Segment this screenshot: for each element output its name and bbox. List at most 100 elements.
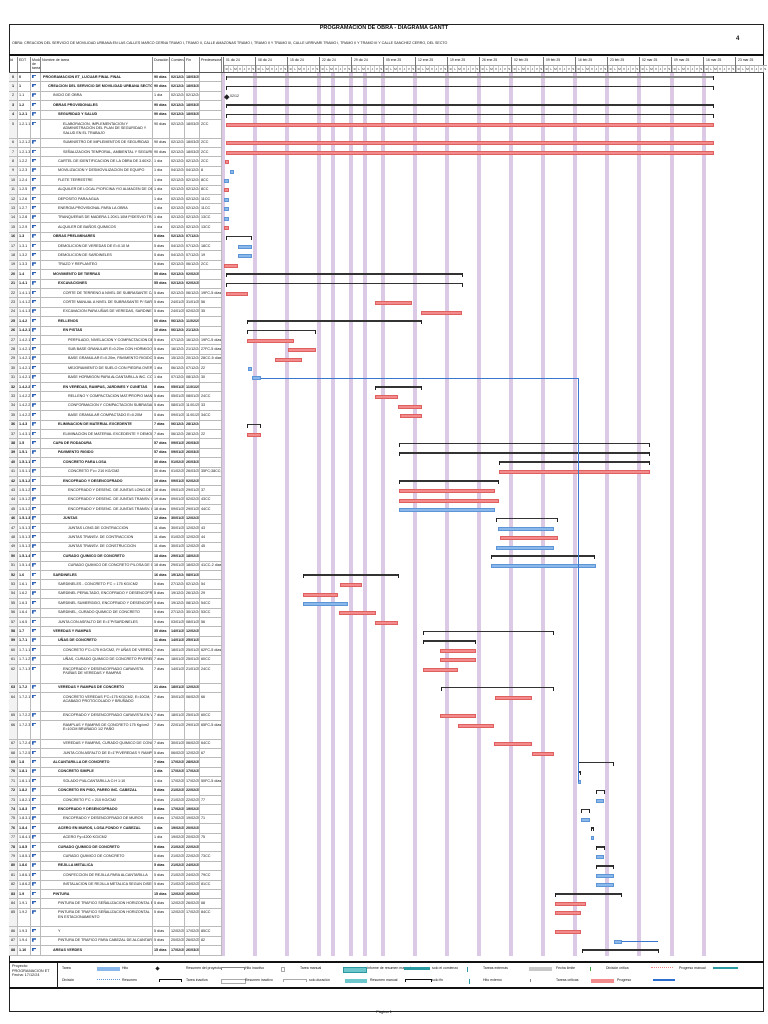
table-row[interactable]: 71 1.8.1.1 SOLADO P/ALCANTARILLA C:H 1:10 1…: [9, 777, 222, 787]
table-row[interactable]: 351.4.2.2.3 BASE GRANULAR COMPACTADO E=0.…: [9, 411, 222, 421]
critical-task-bar[interactable]: [500, 536, 558, 541]
table-row[interactable]: 50 1.5.1.4 CURADO QUIMICO DE CONCRETO 18 dí…: [9, 552, 222, 562]
task-name[interactable]: SARDINEL SUMERGIDO, ENCOFRADO Y DESENCOF…: [41, 599, 153, 608]
table-row[interactable]: 6 1.2.1.2 SUMINISTRO DE IMPLEMENTOS DE SEG…: [9, 138, 222, 148]
task-name[interactable]: UÑAS DE CONCRETO: [41, 636, 153, 646]
table-row[interactable]: 54 1.6.2 SARDINEL PERALTADO, ENCOFRADO Y D…: [9, 589, 222, 600]
summary-bar[interactable]: [399, 452, 650, 456]
task-name[interactable]: JUNTAS TRANSV. DE CONTRACCION: [41, 533, 153, 542]
table-row[interactable]: 87 1.9.4 PINTURA DE TRAFICO PARA CABEZAL D…: [9, 936, 222, 947]
task-name[interactable]: VEREDAS Y RAMPAS: [41, 627, 153, 636]
task-bar[interactable]: [596, 798, 604, 803]
task-name[interactable]: DEMOLICION DE SARDINELES: [41, 251, 153, 260]
critical-task-bar[interactable]: [458, 723, 494, 728]
task-name[interactable]: ALCANTARILLA DE CONCRETO: [41, 758, 153, 767]
table-row[interactable]: 55 1.6.3 SARDINEL SUMERGIDO, ENCOFRADO Y D…: [9, 599, 222, 609]
task-name[interactable]: CONFECCION DE REJILLA PARA ALCANTARILLA: [41, 871, 153, 880]
table-row[interactable]: 1 1 CREACION DEL SERVICIO DE MOVILIDAD URB…: [9, 82, 222, 92]
task-bar[interactable]: [230, 169, 234, 174]
table-row[interactable]: 32 1.4.2.2 EN VEREDAS, RAMPAS, JARDINES Y …: [9, 383, 222, 393]
header-duration[interactable]: Duración: [153, 57, 170, 72]
task-name[interactable]: PROGRAMACION ET_LUCUAR FINAL FINAL: [41, 73, 153, 82]
table-row[interactable]: 73 1.8.2.1 CONCRETO F'C = 210 KG/CM2 5 días…: [9, 796, 222, 806]
summary-bar[interactable]: [226, 104, 714, 108]
table-row[interactable]: 481.5.1.3.2 JUNTAS TRANSV. DE CONTRACCION…: [9, 533, 222, 543]
table-row[interactable]: 78 1.8.5 CURADO QUIMICO DE CONCRETO 5 días 2…: [9, 843, 222, 853]
table-row[interactable]: 331.4.2.2.1 RELLENO Y COMPACTACION MAT/PR…: [9, 392, 222, 402]
table-row[interactable]: 88 1.10 AREAS VERDES 15 días 17/02/25 26/03/2…: [9, 946, 222, 956]
table-row[interactable]: 74 1.8.3 ENCOFRADO Y DESENCOFRADO 5 días 17/…: [9, 805, 222, 815]
summary-bar[interactable]: [226, 85, 714, 89]
table-row[interactable]: 72 1.8.2 CONCRETO EN PISO, PAREO INC. CABE…: [9, 786, 222, 796]
task-bar[interactable]: [596, 873, 614, 878]
table-row[interactable]: 471.5.1.3.1 JUNTAS LONG.DE CONTRACCION11 …: [9, 524, 222, 534]
task-name[interactable]: CURADO QUIMICO DE CONCRETO: [41, 843, 153, 852]
summary-bar[interactable]: [226, 273, 463, 277]
summary-bar[interactable]: [499, 461, 650, 465]
table-row[interactable]: 25 1.4.2 RELLENOS 60 días 06/12/24 11/02/25: [9, 317, 222, 327]
table-row[interactable]: 75 1.8.3.1 ENCOFRADO Y DESENCOFRADO DE MUR…: [9, 814, 222, 825]
task-name[interactable]: DEMOLICION DE VEREDAS DE E=0.10 M.: [41, 242, 153, 251]
task-name[interactable]: EN VEREDAS, RAMPAS, JARDINES Y CUNETAS: [41, 383, 153, 392]
table-row[interactable]: 63 1.7.2 VEREDAS Y RAMPAS DE CONCRETO 21 dí…: [9, 683, 222, 693]
task-bar[interactable]: [578, 779, 581, 784]
task-name[interactable]: SARDINELES: [41, 571, 153, 580]
summary-bar[interactable]: [399, 480, 499, 484]
summary-bar[interactable]: [596, 789, 605, 793]
task-name[interactable]: SARDINEL, CURADO QUIMICO DE CONCRETO: [41, 608, 153, 617]
task-name[interactable]: ENCOFRADO Y DESENCOFRADO: [41, 477, 153, 486]
task-bar[interactable]: [596, 855, 604, 860]
table-row[interactable]: 60 1.7.1.1 CONCRETO F'C=175 KG/CM2, P/ UÑA…: [9, 646, 222, 656]
summary-bar[interactable]: [423, 630, 554, 634]
task-name[interactable]: VEREDAS Y RAMPAS, CURADO QUIMICO DE CONC…: [41, 739, 153, 748]
task-name[interactable]: JUNTAS LONG.DE CONTRACCION: [41, 524, 153, 533]
summary-bar[interactable]: [399, 442, 650, 446]
task-name[interactable]: PAVIMENTO RIGIDO: [41, 448, 153, 458]
task-name[interactable]: ELABORACION, IMPLEMENTACION Y ADMINISTRA…: [41, 120, 153, 138]
task-name[interactable]: VEREDAS Y RAMPAS DE CONCRETO: [41, 683, 153, 692]
critical-task-bar[interactable]: [499, 470, 650, 475]
task-bar[interactable]: [614, 939, 622, 944]
critical-task-bar[interactable]: [224, 188, 229, 193]
critical-task-bar[interactable]: [399, 498, 499, 503]
task-name[interactable]: CURADO QUIMICO DE CONCRETO P/LOSA DE CON…: [41, 561, 153, 570]
task-name[interactable]: MOVIMIENTO DE TIERRAS: [41, 270, 153, 279]
task-name[interactable]: ENCOFRADO Y DESENCOFRADO: [41, 805, 153, 814]
table-row[interactable]: 24 1.4.1.3 EXCAVACION PARA UÑAS DE VEREDAS…: [9, 307, 222, 318]
table-row[interactable]: 46 1.5.1.3 JUNTAS 12 días 30/01/25 12/02/25: [9, 514, 222, 524]
task-name[interactable]: CONCRETO VEREDAS F'C=175 KG/CM2, E=10CM,…: [41, 693, 153, 711]
task-name[interactable]: CAPA DE RODADURA: [41, 439, 153, 448]
summary-bar[interactable]: [491, 555, 595, 559]
task-name[interactable]: CONCRETO F'C=175 KG/CM2, P/ UÑAS DE VERE…: [41, 646, 153, 655]
task-name[interactable]: Y: [41, 927, 153, 936]
header-mode[interactable]: Modo de tarea: [32, 57, 41, 72]
table-row[interactable]: 22 1.4.1.1 CORTE DE TERRENO A NIVEL DE SUB…: [9, 289, 222, 299]
critical-task-bar[interactable]: [421, 310, 462, 315]
task-name[interactable]: JUNTAS: [41, 514, 153, 523]
task-name[interactable]: UÑAS, CURADO QUIMICO DE CONCRETO P/VERED…: [41, 655, 153, 664]
summary-bar[interactable]: [303, 574, 399, 578]
critical-task-bar[interactable]: [555, 902, 586, 907]
table-row[interactable]: 18 1.3.2 DEMOLICION DE SARDINELES 5 días 04/…: [9, 251, 222, 261]
table-row[interactable]: 7 1.2.1.3 SEÑALIZACION TEMPORAL, AMBIENTAL…: [9, 148, 222, 158]
table-row[interactable]: 38 1.5 CAPA DE RODADURA 57 días 09/01/25 26/0…: [9, 439, 222, 449]
table-row[interactable]: 13 1.2.7 ENERGIA PROVISIONAL PARA LA OBRA 1…: [9, 204, 222, 214]
summary-bar[interactable]: [226, 113, 714, 117]
table-row[interactable]: 20 1.4 MOVIMIENTO DE TIERRAS 55 días 02/12/2…: [9, 270, 222, 280]
task-name[interactable]: EXCAVACION PARA UÑAS DE VEREDAS, SARDINE…: [41, 307, 153, 317]
task-name[interactable]: TRANQUERAS DE MADERA 1.20X1.10M P/DESVIO…: [41, 213, 153, 223]
table-row[interactable]: 14 1.2.8 TRANQUERAS DE MADERA 1.20X1.10M P…: [9, 213, 222, 224]
summary-bar[interactable]: [226, 282, 463, 286]
task-name[interactable]: CURADO QUIMICO DE CONCRETO: [41, 852, 153, 861]
critical-task-bar[interactable]: [226, 150, 714, 155]
critical-task-bar[interactable]: [375, 620, 398, 625]
task-name[interactable]: SARDINELES - CONCRETO F'C = 175 KG/CM2: [41, 580, 153, 589]
task-bar[interactable]: [224, 197, 229, 202]
table-row[interactable]: 59 1.7.1 UÑAS DE CONCRETO 11 días 14/01/25 25…: [9, 636, 222, 647]
table-row[interactable]: 491.5.1.3.3 JUNTAS TRANSV. DE CONSTRUCCIO…: [9, 542, 222, 553]
header-name[interactable]: Nombre de tarea: [41, 57, 153, 72]
summary-bar[interactable]: [581, 808, 590, 812]
table-row[interactable]: 21 1.4.1 EXCAVACIONES 55 días 02/12/24 02/02/…: [9, 279, 222, 289]
critical-task-bar[interactable]: [400, 413, 422, 418]
critical-task-bar[interactable]: [495, 695, 532, 700]
